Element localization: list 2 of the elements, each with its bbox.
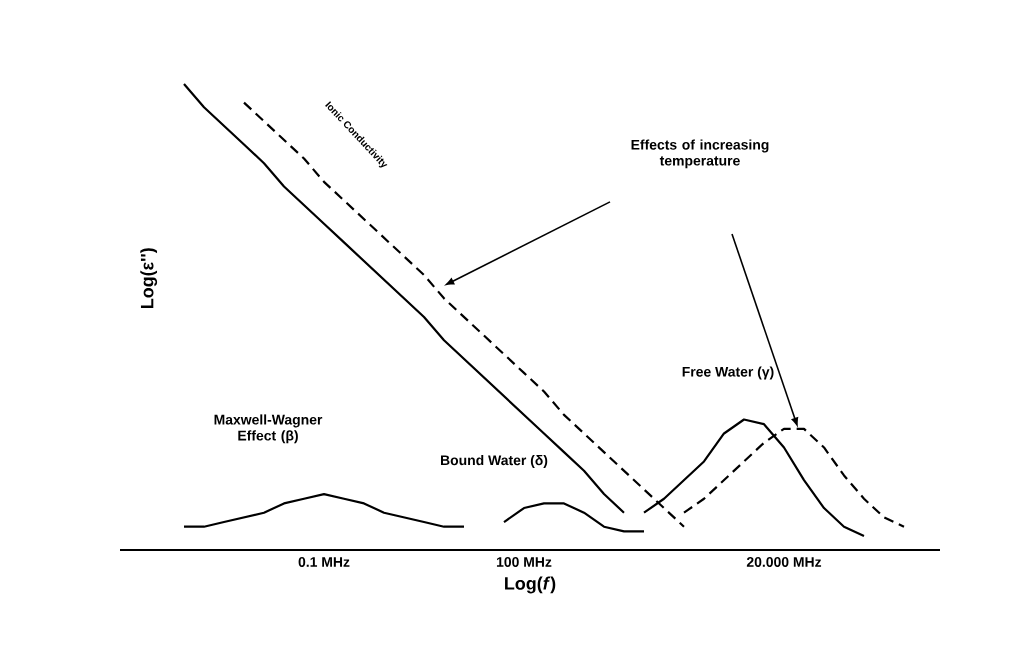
x-axis-title: Log(f) xyxy=(505,576,556,594)
y-axis-title: Log(ε'') xyxy=(140,248,158,309)
